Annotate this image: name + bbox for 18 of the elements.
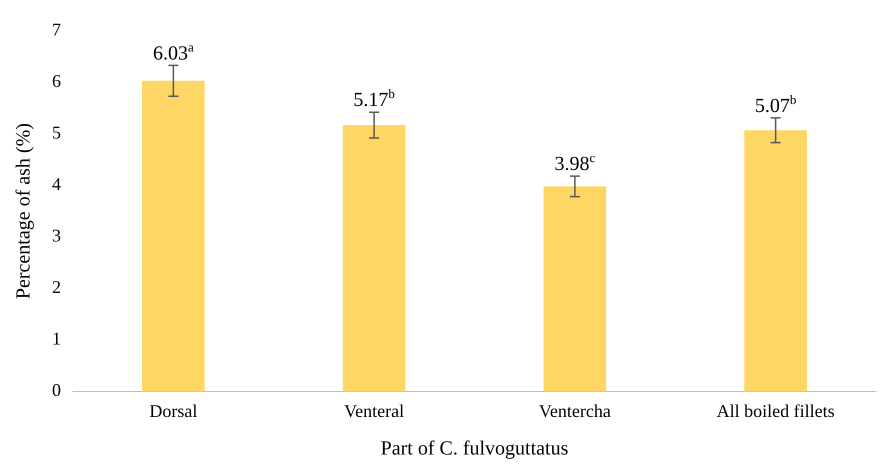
y-tick-label: 7 <box>52 20 61 40</box>
y-tick-label: 2 <box>52 277 61 298</box>
x-axis-title: Part of C. fulvoguttatus <box>380 437 569 460</box>
x-tick-label: All boiled fillets <box>716 400 835 421</box>
y-tick-label: 0 <box>52 380 61 400</box>
bar <box>544 186 606 392</box>
x-tick-label: Dorsal <box>149 400 198 421</box>
bar <box>142 80 205 392</box>
x-tick-label: Venteral <box>344 400 404 421</box>
y-tick-label: 1 <box>52 328 61 349</box>
y-tick-label: 5 <box>52 122 61 143</box>
x-tick-label: Ventercha <box>538 400 611 421</box>
y-tick-label: 6 <box>52 71 61 92</box>
y-axis-title: Percentage of ash (%) <box>12 123 34 300</box>
bar <box>744 130 807 392</box>
y-tick-label: 3 <box>52 226 61 246</box>
y-tick-label: 4 <box>52 174 61 194</box>
bar <box>342 125 406 392</box>
